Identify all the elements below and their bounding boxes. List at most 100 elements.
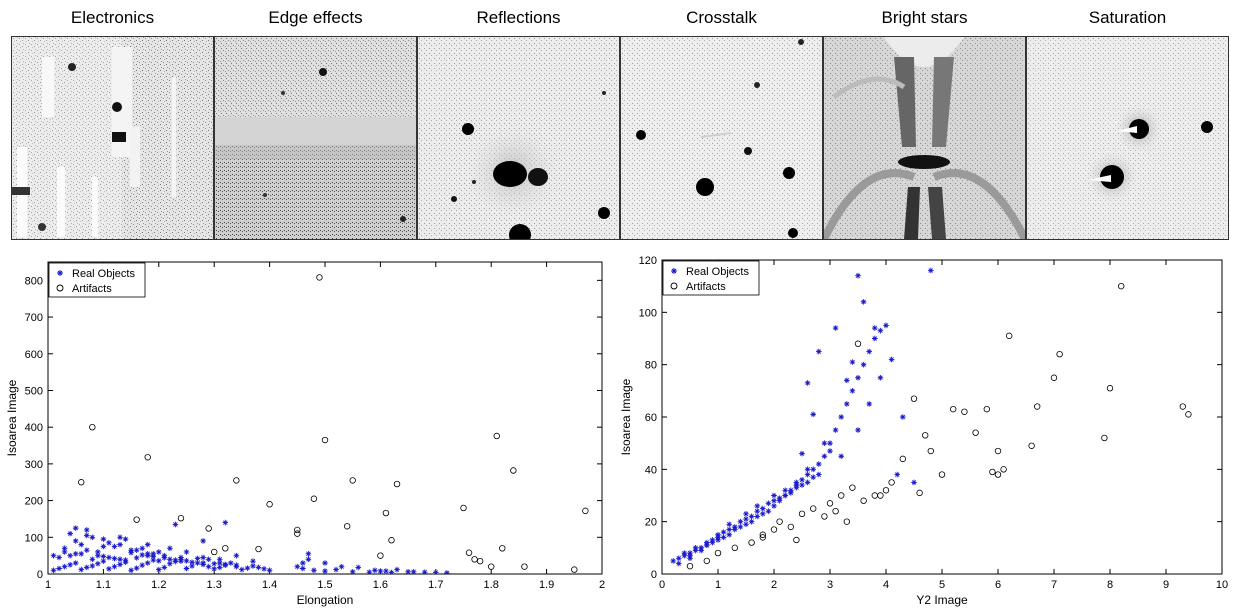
artifact-point [714, 549, 722, 557]
real-object-point [377, 568, 384, 574]
real-object-point [743, 516, 749, 522]
artifact-point [809, 505, 817, 512]
real-object-point [83, 547, 90, 553]
real-object-point [743, 511, 749, 517]
real-object-point [388, 569, 395, 574]
real-object-point [72, 560, 79, 566]
real-object-point [799, 482, 805, 488]
real-object-point [670, 558, 676, 564]
real-object-point [860, 361, 867, 368]
real-object-point [67, 562, 73, 568]
artifact-point [471, 556, 478, 563]
x-tick-label: 1.1 [96, 579, 111, 591]
real-object-point [782, 492, 788, 499]
x-tick-label: 7 [1051, 579, 1057, 591]
real-object-point [172, 557, 179, 563]
artifact-point [821, 513, 828, 520]
real-object-point [122, 557, 129, 563]
real-object-point [61, 549, 68, 555]
real-object-point [194, 555, 201, 562]
artifact-point [1056, 350, 1063, 358]
y-tick-label: 0 [651, 569, 657, 581]
real-object-point [89, 563, 96, 569]
artifact-point [1185, 411, 1192, 418]
real-object-point [95, 552, 101, 559]
real-object-point [838, 414, 844, 420]
real-object-point [244, 565, 251, 571]
real-object-point [804, 479, 811, 486]
real-object-point [200, 560, 206, 566]
artifact-point [854, 340, 862, 347]
x-tick-label: 2 [771, 579, 777, 591]
real-object-point [372, 567, 378, 574]
real-object-point [294, 563, 301, 570]
real-object-point [167, 560, 173, 567]
real-object-point [355, 564, 362, 571]
real-object-point [250, 563, 256, 569]
x-axis-label: Y2 Image [916, 593, 968, 607]
artifact-point [294, 526, 301, 534]
y-tick-label: 40 [645, 464, 657, 476]
panel-title-crosstalk: Crosstalk [686, 8, 757, 27]
panel-title-saturation: Saturation [1088, 8, 1167, 27]
real-object-point [821, 453, 828, 460]
artifact-point [927, 447, 934, 455]
chart-elongation-vs-isoarea: 1 1.1 1.2 1.3 1.4 1.5 1.6 1.7 1.8 1.9 2 0 100 200 300 4… [0, 250, 612, 613]
artifact-point [1050, 374, 1058, 381]
real-object-point [444, 570, 450, 574]
real-object-point [89, 534, 96, 541]
real-object-point [61, 545, 68, 552]
real-object-point [183, 557, 190, 564]
real-object-point [172, 521, 179, 528]
chart-y2-vs-isoarea: 0 1 2 3 4 5 6 7 8 9 10 0 20 40 60 80 100 120 Y2 Image Isoar… [619, 250, 1232, 613]
artifact-point [1028, 442, 1035, 449]
real-object-point [827, 448, 833, 454]
artifact-point [1118, 282, 1125, 290]
artifact-point [233, 477, 240, 484]
y-tick-label: 120 [639, 255, 657, 267]
real-object-point [410, 568, 417, 574]
reflections-artifact-image [417, 36, 620, 240]
real-object-point [72, 551, 79, 557]
artifact-point [382, 509, 390, 517]
real-object-point [72, 538, 79, 544]
artifact-point [89, 423, 96, 431]
real-object-point [78, 541, 85, 548]
real-object-point [827, 440, 833, 446]
y-tick-label: 600 [25, 349, 43, 361]
artifact-point [922, 432, 929, 439]
real-object-point [793, 484, 800, 491]
artifact-point [798, 510, 806, 518]
real-object-point [322, 560, 328, 566]
real-object-point [676, 560, 682, 567]
real-object-point [100, 536, 107, 542]
real-object-point [50, 552, 57, 559]
real-object-point [139, 552, 145, 558]
artifact-point [832, 508, 839, 515]
real-object-point [732, 524, 738, 530]
x-axis-label: Elongation [297, 593, 354, 607]
real-object-point [799, 450, 805, 457]
real-object-point [117, 541, 123, 548]
real-object-point [760, 505, 766, 512]
artifact-point [770, 526, 778, 533]
panel-title-electronics: Electronics [70, 8, 155, 27]
real-object-point [189, 563, 195, 569]
artifact-point [510, 467, 517, 474]
artifact-point [499, 545, 506, 552]
real-object-point [61, 563, 68, 570]
real-object-point [681, 550, 688, 556]
x-tick-label: 8 [1107, 579, 1113, 591]
real-object-point [250, 558, 256, 564]
real-object-point [78, 566, 85, 573]
real-object-point [888, 356, 895, 363]
y-tick-label: 700 [25, 312, 43, 324]
real-object-point [139, 545, 145, 552]
artifact-point [222, 545, 229, 552]
real-object-point [821, 440, 828, 446]
real-object-point [855, 272, 861, 279]
artifact-point [983, 405, 990, 413]
x-tick-label: 2 [599, 579, 605, 591]
y-tick-label: 100 [639, 307, 657, 319]
